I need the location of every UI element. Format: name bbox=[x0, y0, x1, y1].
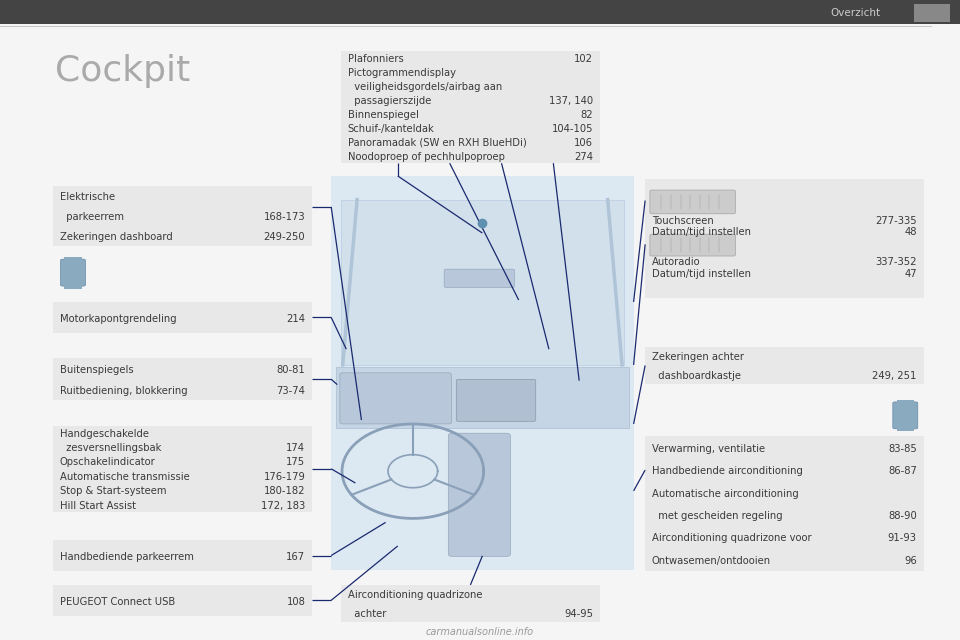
Text: PEUGEOT Connect USB: PEUGEOT Connect USB bbox=[60, 597, 175, 607]
FancyBboxPatch shape bbox=[341, 585, 600, 622]
Text: 249-250: 249-250 bbox=[264, 232, 305, 243]
Text: 168-173: 168-173 bbox=[264, 212, 305, 222]
Text: carmanualsonline.info: carmanualsonline.info bbox=[426, 627, 534, 637]
Text: 214: 214 bbox=[286, 314, 305, 324]
Text: 88-90: 88-90 bbox=[888, 511, 917, 521]
Text: parkeerrem: parkeerrem bbox=[60, 212, 124, 222]
FancyBboxPatch shape bbox=[645, 436, 924, 571]
FancyBboxPatch shape bbox=[893, 402, 918, 429]
Text: 82: 82 bbox=[581, 110, 593, 120]
FancyBboxPatch shape bbox=[444, 269, 515, 287]
Text: Noodoproep of pechhulpoproep: Noodoproep of pechhulpoproep bbox=[348, 152, 504, 162]
FancyBboxPatch shape bbox=[64, 257, 82, 260]
Text: 167: 167 bbox=[286, 552, 305, 562]
FancyBboxPatch shape bbox=[64, 285, 82, 289]
Text: Ruitbediening, blokkering: Ruitbediening, blokkering bbox=[60, 386, 187, 396]
Text: 106: 106 bbox=[574, 138, 593, 148]
Text: 337-352: 337-352 bbox=[876, 257, 917, 268]
FancyBboxPatch shape bbox=[53, 540, 312, 571]
FancyBboxPatch shape bbox=[897, 400, 914, 403]
Text: 94-95: 94-95 bbox=[564, 609, 593, 619]
Text: dashboardkastje: dashboardkastje bbox=[652, 371, 741, 381]
Text: Autoradio: Autoradio bbox=[652, 257, 701, 268]
Text: 73-74: 73-74 bbox=[276, 386, 305, 396]
FancyBboxPatch shape bbox=[650, 234, 735, 256]
FancyBboxPatch shape bbox=[60, 259, 85, 286]
FancyBboxPatch shape bbox=[340, 373, 451, 424]
Text: 274: 274 bbox=[574, 152, 593, 162]
Text: Plafonniers: Plafonniers bbox=[348, 54, 403, 64]
Text: 102: 102 bbox=[574, 54, 593, 64]
FancyBboxPatch shape bbox=[53, 585, 312, 616]
Text: veiligheidsgordels/airbag aan: veiligheidsgordels/airbag aan bbox=[348, 82, 502, 92]
Text: 47: 47 bbox=[904, 269, 917, 279]
FancyBboxPatch shape bbox=[645, 347, 924, 384]
FancyBboxPatch shape bbox=[914, 4, 950, 22]
Text: 91-93: 91-93 bbox=[888, 533, 917, 543]
FancyBboxPatch shape bbox=[456, 380, 536, 421]
Text: Buitenspiegels: Buitenspiegels bbox=[60, 365, 133, 375]
Text: Automatische airconditioning: Automatische airconditioning bbox=[652, 488, 799, 499]
Text: 104-105: 104-105 bbox=[552, 124, 593, 134]
Text: Automatische transmissie: Automatische transmissie bbox=[60, 472, 189, 482]
FancyBboxPatch shape bbox=[336, 367, 629, 428]
FancyBboxPatch shape bbox=[53, 426, 312, 512]
Text: Elektrische: Elektrische bbox=[60, 192, 114, 202]
Text: 48: 48 bbox=[904, 227, 917, 237]
FancyBboxPatch shape bbox=[53, 358, 312, 400]
FancyBboxPatch shape bbox=[341, 51, 600, 163]
Text: Verwarming, ventilatie: Verwarming, ventilatie bbox=[652, 444, 765, 454]
FancyBboxPatch shape bbox=[53, 302, 312, 333]
FancyBboxPatch shape bbox=[645, 179, 924, 298]
Text: Opschakelindicator: Opschakelindicator bbox=[60, 458, 156, 467]
FancyBboxPatch shape bbox=[341, 200, 624, 365]
Text: Stop & Start-systeem: Stop & Start-systeem bbox=[60, 486, 166, 496]
Text: Binnenspiegel: Binnenspiegel bbox=[348, 110, 419, 120]
Text: 180-182: 180-182 bbox=[264, 486, 305, 496]
Text: 108: 108 bbox=[286, 597, 305, 607]
Text: Handbediende airconditioning: Handbediende airconditioning bbox=[652, 466, 803, 476]
FancyBboxPatch shape bbox=[897, 428, 914, 431]
Text: met gescheiden regeling: met gescheiden regeling bbox=[652, 511, 782, 521]
FancyBboxPatch shape bbox=[0, 0, 960, 24]
Text: Cockpit: Cockpit bbox=[55, 54, 190, 88]
Text: 86-87: 86-87 bbox=[888, 466, 917, 476]
FancyBboxPatch shape bbox=[448, 433, 511, 556]
Text: Schuif-/kanteldak: Schuif-/kanteldak bbox=[348, 124, 434, 134]
Text: Handbediende parkeerrem: Handbediende parkeerrem bbox=[60, 552, 193, 562]
Text: Zekeringen achter: Zekeringen achter bbox=[652, 352, 744, 362]
Text: passagierszijde: passagierszijde bbox=[348, 96, 431, 106]
Text: 277-335: 277-335 bbox=[876, 216, 917, 226]
Text: 83-85: 83-85 bbox=[888, 444, 917, 454]
Text: 80-81: 80-81 bbox=[276, 365, 305, 375]
Text: Ontwasemen/ontdooien: Ontwasemen/ontdooien bbox=[652, 556, 771, 566]
Text: 176-179: 176-179 bbox=[263, 472, 305, 482]
Text: Handgeschakelde: Handgeschakelde bbox=[60, 429, 149, 438]
FancyBboxPatch shape bbox=[53, 186, 312, 246]
FancyBboxPatch shape bbox=[331, 176, 634, 570]
Text: Panoramadak (SW en RXH BlueHDi): Panoramadak (SW en RXH BlueHDi) bbox=[348, 138, 526, 148]
Text: 96: 96 bbox=[904, 556, 917, 566]
Text: Airconditioning quadrizone: Airconditioning quadrizone bbox=[348, 590, 482, 600]
Text: Datum/tijd instellen: Datum/tijd instellen bbox=[652, 227, 751, 237]
Text: Datum/tijd instellen: Datum/tijd instellen bbox=[652, 269, 751, 279]
Text: 172, 183: 172, 183 bbox=[261, 500, 305, 511]
Text: Hill Start Assist: Hill Start Assist bbox=[60, 500, 135, 511]
Text: 175: 175 bbox=[286, 458, 305, 467]
Text: Overzicht: Overzicht bbox=[830, 8, 880, 19]
Text: 249, 251: 249, 251 bbox=[873, 371, 917, 381]
Text: Zekeringen dashboard: Zekeringen dashboard bbox=[60, 232, 172, 243]
Text: 137, 140: 137, 140 bbox=[549, 96, 593, 106]
FancyBboxPatch shape bbox=[650, 190, 735, 214]
Text: Pictogrammendisplay: Pictogrammendisplay bbox=[348, 68, 455, 78]
Text: achter: achter bbox=[348, 609, 386, 619]
Text: Airconditioning quadrizone voor: Airconditioning quadrizone voor bbox=[652, 533, 811, 543]
Text: Motorkapontgrendeling: Motorkapontgrendeling bbox=[60, 314, 176, 324]
Text: Touchscreen: Touchscreen bbox=[652, 216, 713, 226]
Text: 174: 174 bbox=[286, 443, 305, 453]
Text: zesversnellingsbak: zesversnellingsbak bbox=[60, 443, 161, 453]
